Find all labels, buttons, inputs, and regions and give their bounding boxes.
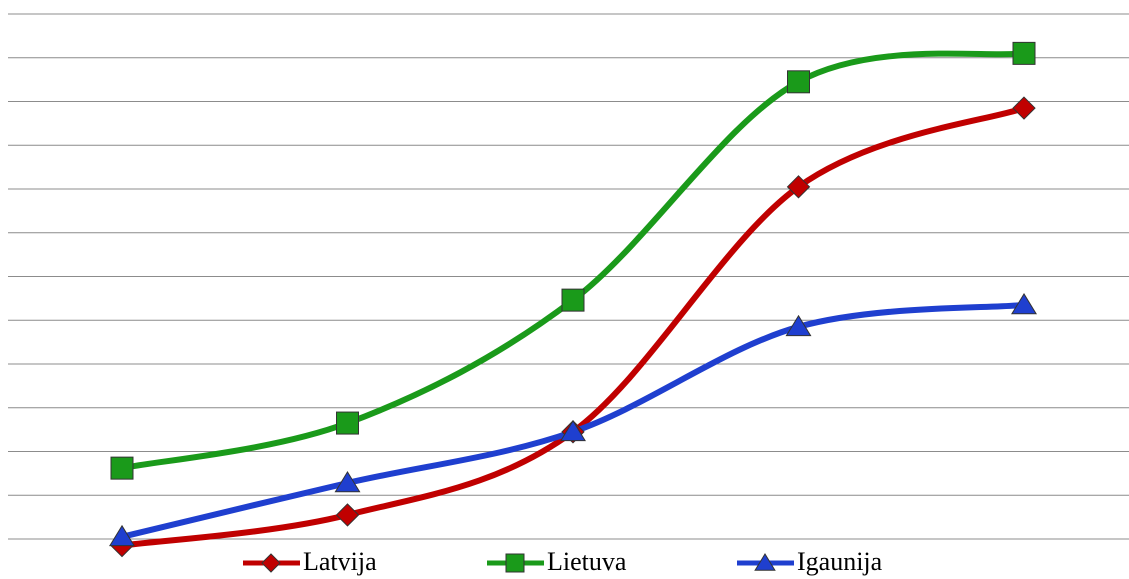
marker (785, 314, 812, 337)
marker (786, 175, 811, 199)
marker (1012, 41, 1036, 65)
legend-label: Lietuva (547, 547, 627, 576)
series-line (119, 105, 1027, 549)
marker (1011, 292, 1037, 315)
marker (261, 553, 281, 573)
legend-label: Igaunija (797, 547, 883, 576)
marker (561, 288, 585, 312)
series-line (119, 50, 1027, 472)
legend-label: Latvija (303, 547, 377, 576)
marker (505, 553, 525, 573)
marker (336, 411, 359, 435)
marker (787, 70, 810, 94)
marker (754, 553, 776, 571)
marker (110, 456, 134, 480)
marker (109, 524, 135, 547)
marker (560, 419, 586, 442)
marker (334, 471, 361, 493)
marker (335, 503, 360, 527)
marker (1012, 96, 1036, 120)
